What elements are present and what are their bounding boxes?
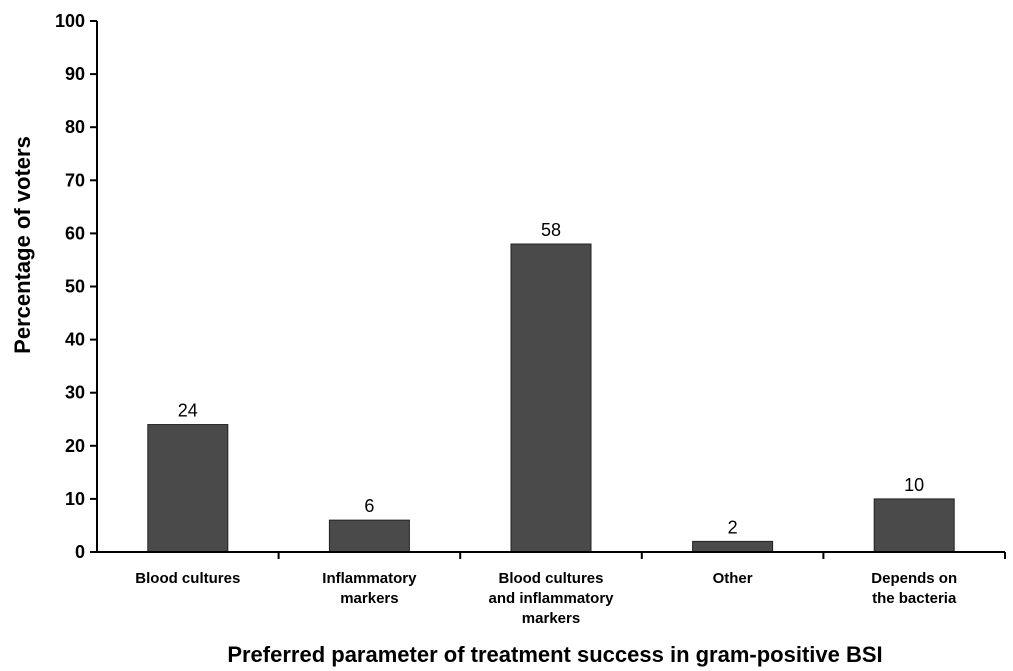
y-tick-label: 60: [65, 223, 85, 243]
x-tick-label: Blood cultures and inflammatory markers: [488, 570, 614, 627]
x-tick-label: Blood cultures: [135, 570, 240, 587]
y-tick-label: 30: [65, 383, 85, 403]
bar: [147, 424, 229, 553]
x-axis-title: Preferred parameter of treatment success…: [227, 642, 882, 667]
bars-group: 24 6 58 2 10: [147, 220, 955, 553]
bar: [328, 519, 410, 553]
data-label: 58: [541, 220, 561, 240]
y-tick-label: 40: [65, 330, 85, 350]
y-tick-label: 80: [65, 117, 85, 137]
y-axis-title: Percentage of voters: [10, 136, 35, 354]
data-label: 24: [178, 401, 198, 421]
bar: [510, 243, 592, 553]
data-label: 10: [904, 475, 924, 495]
bar: [692, 540, 774, 553]
y-tick-label: 70: [65, 170, 85, 190]
data-label: 2: [728, 517, 738, 537]
data-label: 6: [364, 496, 374, 516]
x-tick-label: Depends on the bacteria: [871, 570, 957, 607]
y-tick-label: 90: [65, 64, 85, 84]
x-tick-label: Other: [713, 570, 753, 587]
y-tick-label: 10: [65, 489, 85, 509]
y-tick-label: 100: [55, 11, 85, 31]
bar: [873, 498, 955, 553]
x-axis: Blood cultures Inflammatory markers Blood c…: [97, 551, 1006, 627]
x-tick-label: Inflammatory markers: [322, 570, 417, 607]
y-axis: 0 10 20 30 40 50 60 70 80 90 100: [55, 11, 98, 562]
y-tick-label: 50: [65, 277, 85, 297]
y-tick-label: 0: [75, 542, 85, 562]
y-tick-label: 20: [65, 436, 85, 456]
